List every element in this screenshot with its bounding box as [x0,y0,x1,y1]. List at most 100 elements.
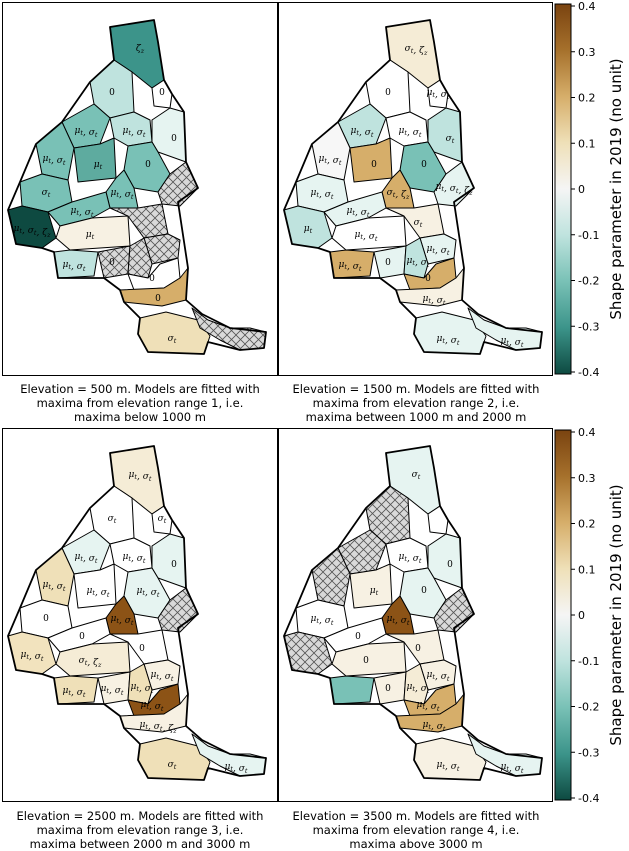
region-label: 0 [447,560,453,570]
region-label: σt [446,134,455,145]
region-label: σt [108,514,117,525]
region-label: μt, σt [137,586,160,599]
region-outline [7,19,267,355]
caption-line: maxima from elevation range 2, i.e. [312,396,520,410]
massif-region [349,137,393,183]
colorbar-tick-label: 0.4 [578,0,596,13]
region-label: σt [168,760,177,771]
region-label: ζz [136,44,145,55]
region-label: μt [86,230,95,241]
colorbar-tick-label: 0.1 [578,563,596,576]
massif-region [127,237,153,279]
region-label: μt [94,160,103,171]
region-label: μt, σt [427,670,450,683]
massif-region [403,237,429,279]
region-label: 0 [159,88,165,98]
caption-line: maxima from elevation range 4, i.e. [312,823,520,837]
region-label: μt, σt [311,188,334,201]
colorbar-tick-label: -0.3 [578,746,599,759]
region-label: 0 [139,644,145,654]
region-label: μt, σt [423,720,446,733]
region-label: μt, σt [339,260,362,273]
region-label: μt, σt [151,670,174,683]
region-label: μt, σt [311,614,334,627]
region-label: σt, ζz [405,44,428,57]
colorbar-title: Shape parameter in 2019 (no unit) [607,484,625,745]
region-label: σt [42,188,51,199]
region-label: μt, σt [131,682,154,695]
region-label: 0 [355,632,361,642]
region-label: σt [414,218,423,229]
region-label: σt, ζz [387,188,410,201]
region-label: 0 [421,160,427,170]
caption-line: Elevation = 1500 m. Models are fitted wi… [292,382,540,396]
region-label: μt [304,224,313,235]
colorbar-tick-label: 0.3 [578,472,596,485]
region-label: 0 [425,274,431,284]
region-label: μt, σt [101,684,124,697]
region-label: 0 [109,258,115,268]
region-label: μt, σt [501,336,524,349]
colorbar-tick-label: 0 [578,183,585,196]
colorbar-tick-label: 0.4 [578,426,596,439]
colorbar-tick-label: -0.4 [578,366,599,379]
region-label: σt, ζz [79,656,102,669]
region-outline [283,445,543,781]
caption-line: Elevation = 500 m. Models are fitted wit… [20,382,260,396]
colorbar-title: Shape parameter in 2019 (no unit) [607,58,625,319]
colorbar-top: 0.4 0.3 0.2 0.1 0 -0.1 -0.2 -0.3 -0.4 Shape param… [554,0,625,379]
region-label: μt, σt [75,552,98,565]
region-label: 0 [363,656,369,666]
region-label: μt, σt, ζz [13,224,51,239]
colorbar-bottom: 0.4 0.3 0.2 0.1 0 -0.1 -0.2 -0.3 -0.4 Shape param… [554,426,625,805]
region-label: μt, σt [407,256,430,269]
region-label: μt, σt [387,614,410,627]
region-label: 0 [171,560,177,570]
region-label: 0 [385,258,391,268]
region-label: 0 [385,88,391,98]
region-label: μt, σt [123,552,146,565]
massif-region [349,563,393,609]
region-label: μt, σt [347,206,370,219]
region-label: μt, σt [355,230,378,243]
colorbar-tick-label: -0.2 [578,701,599,714]
region-label: μt, σt [437,334,460,347]
caption-line: Elevation = 2500 m. Models are fitted wi… [16,809,264,823]
region-label: μt, σt [141,700,164,713]
region-label: 0 [415,644,421,654]
colorbar-gradient [554,3,572,375]
region-label: 0 [385,684,391,694]
region-outline [283,19,543,355]
colorbar-tick-label: 0.2 [578,518,596,531]
caption-line: maxima below 1000 m [74,410,206,424]
region-label: μt, σt [319,154,342,167]
region-label: 0 [149,274,155,284]
caption-panel-4: Elevation = 3500 m. Models are fitted wi… [278,809,554,851]
region-label: σt [158,514,167,525]
caption-line: maxima between 1000 m and 2000 m [305,410,527,424]
caption-line: maxima between 2000 m and 3000 m [29,837,251,851]
caption-panel-3: Elevation = 2500 m. Models are fitted wi… [2,809,278,851]
region-label: 0 [109,88,115,98]
region-label: μt, σt [501,762,524,775]
caption-line: maxima above 3000 m [349,837,483,851]
caption-line: maxima from elevation range 1, i.e. [36,396,244,410]
region-label: μt, σt [423,294,446,307]
region-label: μt, σt [129,470,152,483]
colorbar-tick-label: 0.3 [578,46,596,59]
colorbar-tick-label: 0.2 [578,92,596,105]
region-label: μt, σt [63,686,86,699]
region-label: μt, σt [43,154,66,167]
region-label: μt, σt [111,188,134,201]
region-label: μt, σt [417,700,440,713]
region-label: μt, σt [75,126,98,139]
region-label: μt, σt, ζz [435,182,473,197]
region-label: σt [412,470,421,481]
map-2: σt, ζz 0 μt, σt μt, σt μt, σt σt μt, σt 0 μt, σt… [283,19,543,355]
region-label: μt, σt [43,580,66,593]
region-label: μt, σt [399,552,422,565]
region-label: μt, σt [437,760,460,773]
region-label: μt, σt [351,126,374,139]
